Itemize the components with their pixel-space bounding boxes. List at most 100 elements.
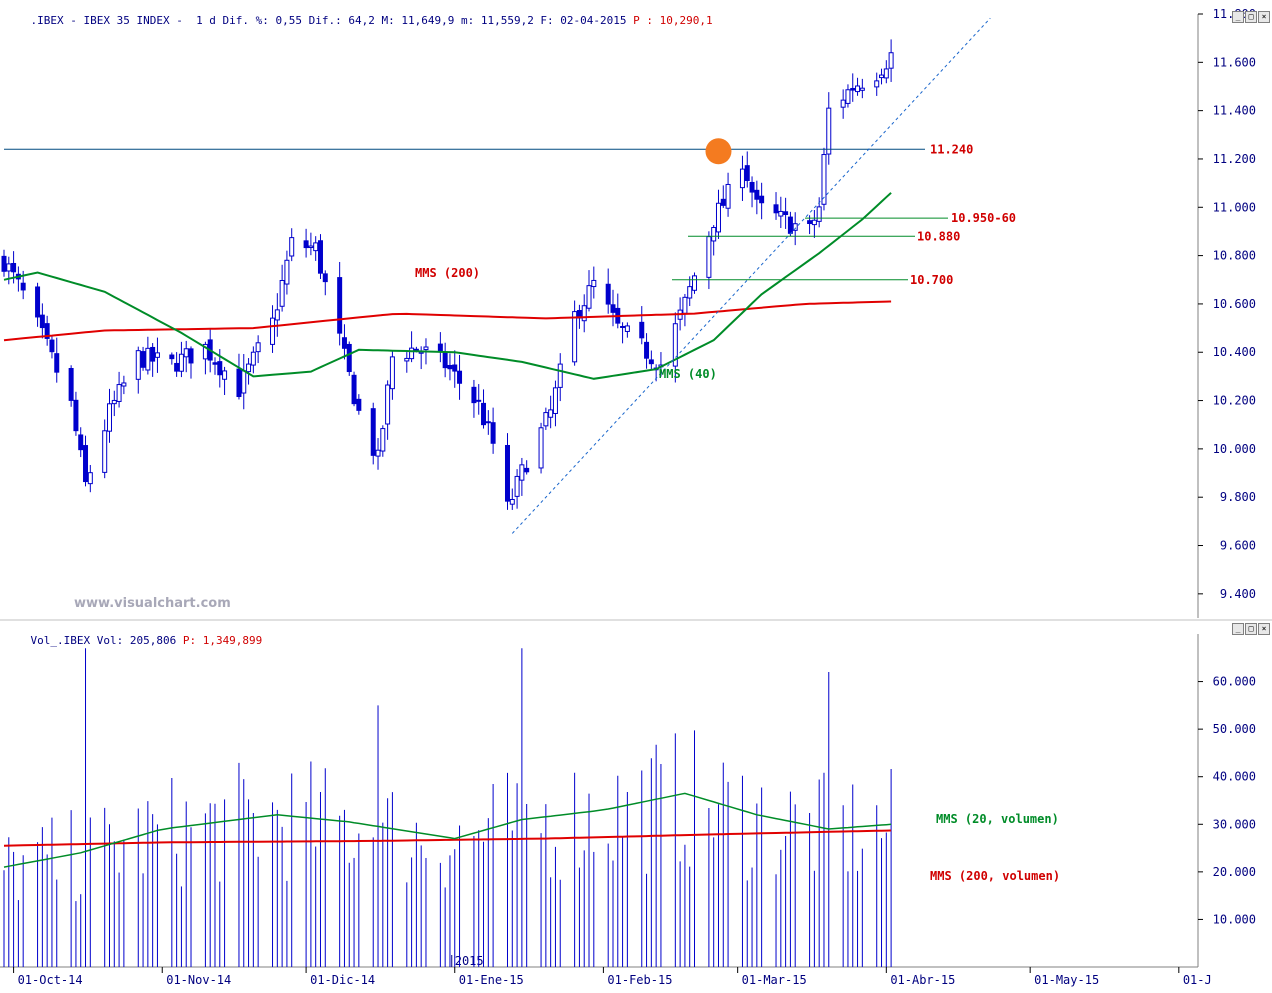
level-label: 10.700 bbox=[910, 273, 953, 287]
price-y-tick-label: 10.800 bbox=[1213, 249, 1256, 263]
candle-body bbox=[68, 368, 74, 401]
candle-body bbox=[313, 242, 319, 252]
candle-body bbox=[337, 277, 343, 334]
candle-body bbox=[351, 374, 357, 405]
mms40-line bbox=[3, 192, 892, 380]
price-y-tick-label: 11.600 bbox=[1213, 55, 1256, 69]
candle-body bbox=[44, 323, 50, 339]
candle-body bbox=[250, 351, 256, 366]
price-header: .IBEX - IBEX 35 INDEX - 1 d Dif. %: 0,55… bbox=[4, 1, 713, 40]
candle-body bbox=[807, 220, 813, 224]
candle-body bbox=[490, 422, 496, 444]
candle-body bbox=[859, 87, 865, 91]
x-tick-label: 01-May-15 bbox=[1034, 973, 1099, 987]
candle-body bbox=[174, 362, 180, 372]
watermark: www.visualchart.com bbox=[74, 596, 231, 611]
candle-body bbox=[6, 263, 12, 272]
candle-body bbox=[519, 464, 525, 481]
candle-body bbox=[385, 384, 391, 425]
candle-body bbox=[188, 348, 194, 364]
candle-body bbox=[169, 354, 175, 360]
candle-body bbox=[341, 337, 347, 349]
candle-body bbox=[389, 356, 395, 390]
candle-body bbox=[308, 245, 314, 249]
minimize-icon[interactable]: _ bbox=[1232, 11, 1244, 23]
candle-body bbox=[116, 384, 122, 402]
volume-y-tick-label: 40.000 bbox=[1213, 770, 1256, 784]
candle-body bbox=[183, 348, 189, 358]
candle-body bbox=[274, 309, 280, 321]
candle-body bbox=[816, 206, 822, 222]
volume-y-tick-label: 10.000 bbox=[1213, 912, 1256, 926]
close-icon[interactable]: × bbox=[1258, 11, 1270, 23]
candle-body bbox=[409, 347, 415, 360]
candle-body bbox=[20, 282, 26, 291]
candle-body bbox=[322, 273, 328, 283]
volume-y-tick-label: 20.000 bbox=[1213, 865, 1256, 879]
candle-body bbox=[217, 361, 223, 376]
candle-body bbox=[202, 343, 208, 360]
x-tick-label: 01-Ene-15 bbox=[459, 973, 524, 987]
candle-body bbox=[548, 409, 554, 418]
candle-body bbox=[457, 370, 463, 384]
candle-body bbox=[557, 363, 563, 388]
minimize-icon[interactable]: _ bbox=[1232, 623, 1244, 635]
candle-body bbox=[404, 357, 410, 362]
candle-body bbox=[375, 449, 381, 457]
candle-body bbox=[241, 370, 247, 394]
candle-body bbox=[54, 353, 60, 373]
mms200-label: MMS (200) bbox=[415, 266, 480, 280]
candle-body bbox=[356, 398, 362, 411]
candle-body bbox=[289, 237, 295, 257]
vol-mms20-line bbox=[3, 792, 892, 868]
volume-bars bbox=[3, 648, 892, 967]
candle-body bbox=[370, 408, 376, 456]
price-y-tick-label: 11.000 bbox=[1213, 200, 1256, 214]
candle-body bbox=[222, 370, 228, 380]
candle-body bbox=[49, 339, 55, 353]
candle-body bbox=[140, 351, 146, 368]
x-tick-label: 01-Oct-14 bbox=[18, 973, 83, 987]
candle-body bbox=[270, 317, 276, 345]
candle-body bbox=[39, 314, 45, 329]
candle-body bbox=[538, 427, 544, 469]
candle-body bbox=[246, 363, 252, 373]
candle-body bbox=[35, 286, 41, 318]
candle-body bbox=[485, 421, 491, 424]
candle-body bbox=[346, 343, 352, 373]
candle-body bbox=[711, 227, 717, 242]
candle-body bbox=[481, 402, 487, 426]
candle-body bbox=[850, 87, 856, 91]
candle-body bbox=[437, 343, 443, 352]
candle-body bbox=[687, 286, 693, 299]
close-icon[interactable]: × bbox=[1258, 623, 1270, 635]
candle-body bbox=[236, 368, 242, 398]
maximize-icon[interactable]: □ bbox=[1245, 11, 1257, 23]
candle-body bbox=[586, 285, 592, 309]
candle-body bbox=[476, 399, 482, 402]
candle-body bbox=[874, 80, 880, 88]
candle-body bbox=[644, 341, 650, 359]
candle-body bbox=[514, 475, 520, 497]
candle-body bbox=[178, 353, 184, 372]
maximize-icon[interactable]: □ bbox=[1245, 623, 1257, 635]
candle-body bbox=[145, 347, 151, 371]
candle-body bbox=[739, 168, 745, 189]
candle-body bbox=[423, 346, 429, 351]
price-y-tick-label: 9.600 bbox=[1220, 539, 1256, 553]
candle-body bbox=[787, 216, 793, 234]
candle-body bbox=[715, 202, 721, 233]
candle-body bbox=[682, 296, 688, 314]
price-y-tick-label: 9.800 bbox=[1220, 490, 1256, 504]
candle-body bbox=[754, 189, 760, 200]
level-label: 10.950-60 bbox=[951, 211, 1016, 225]
x-tick-label: 01-Nov-14 bbox=[166, 973, 231, 987]
price-y-tick-label: 11.400 bbox=[1213, 104, 1256, 118]
candle-body bbox=[821, 154, 827, 205]
candle-body bbox=[83, 445, 89, 483]
candle-body bbox=[883, 68, 889, 79]
candle-body bbox=[543, 412, 549, 427]
candle-body bbox=[102, 430, 108, 473]
candle-body bbox=[413, 348, 419, 351]
